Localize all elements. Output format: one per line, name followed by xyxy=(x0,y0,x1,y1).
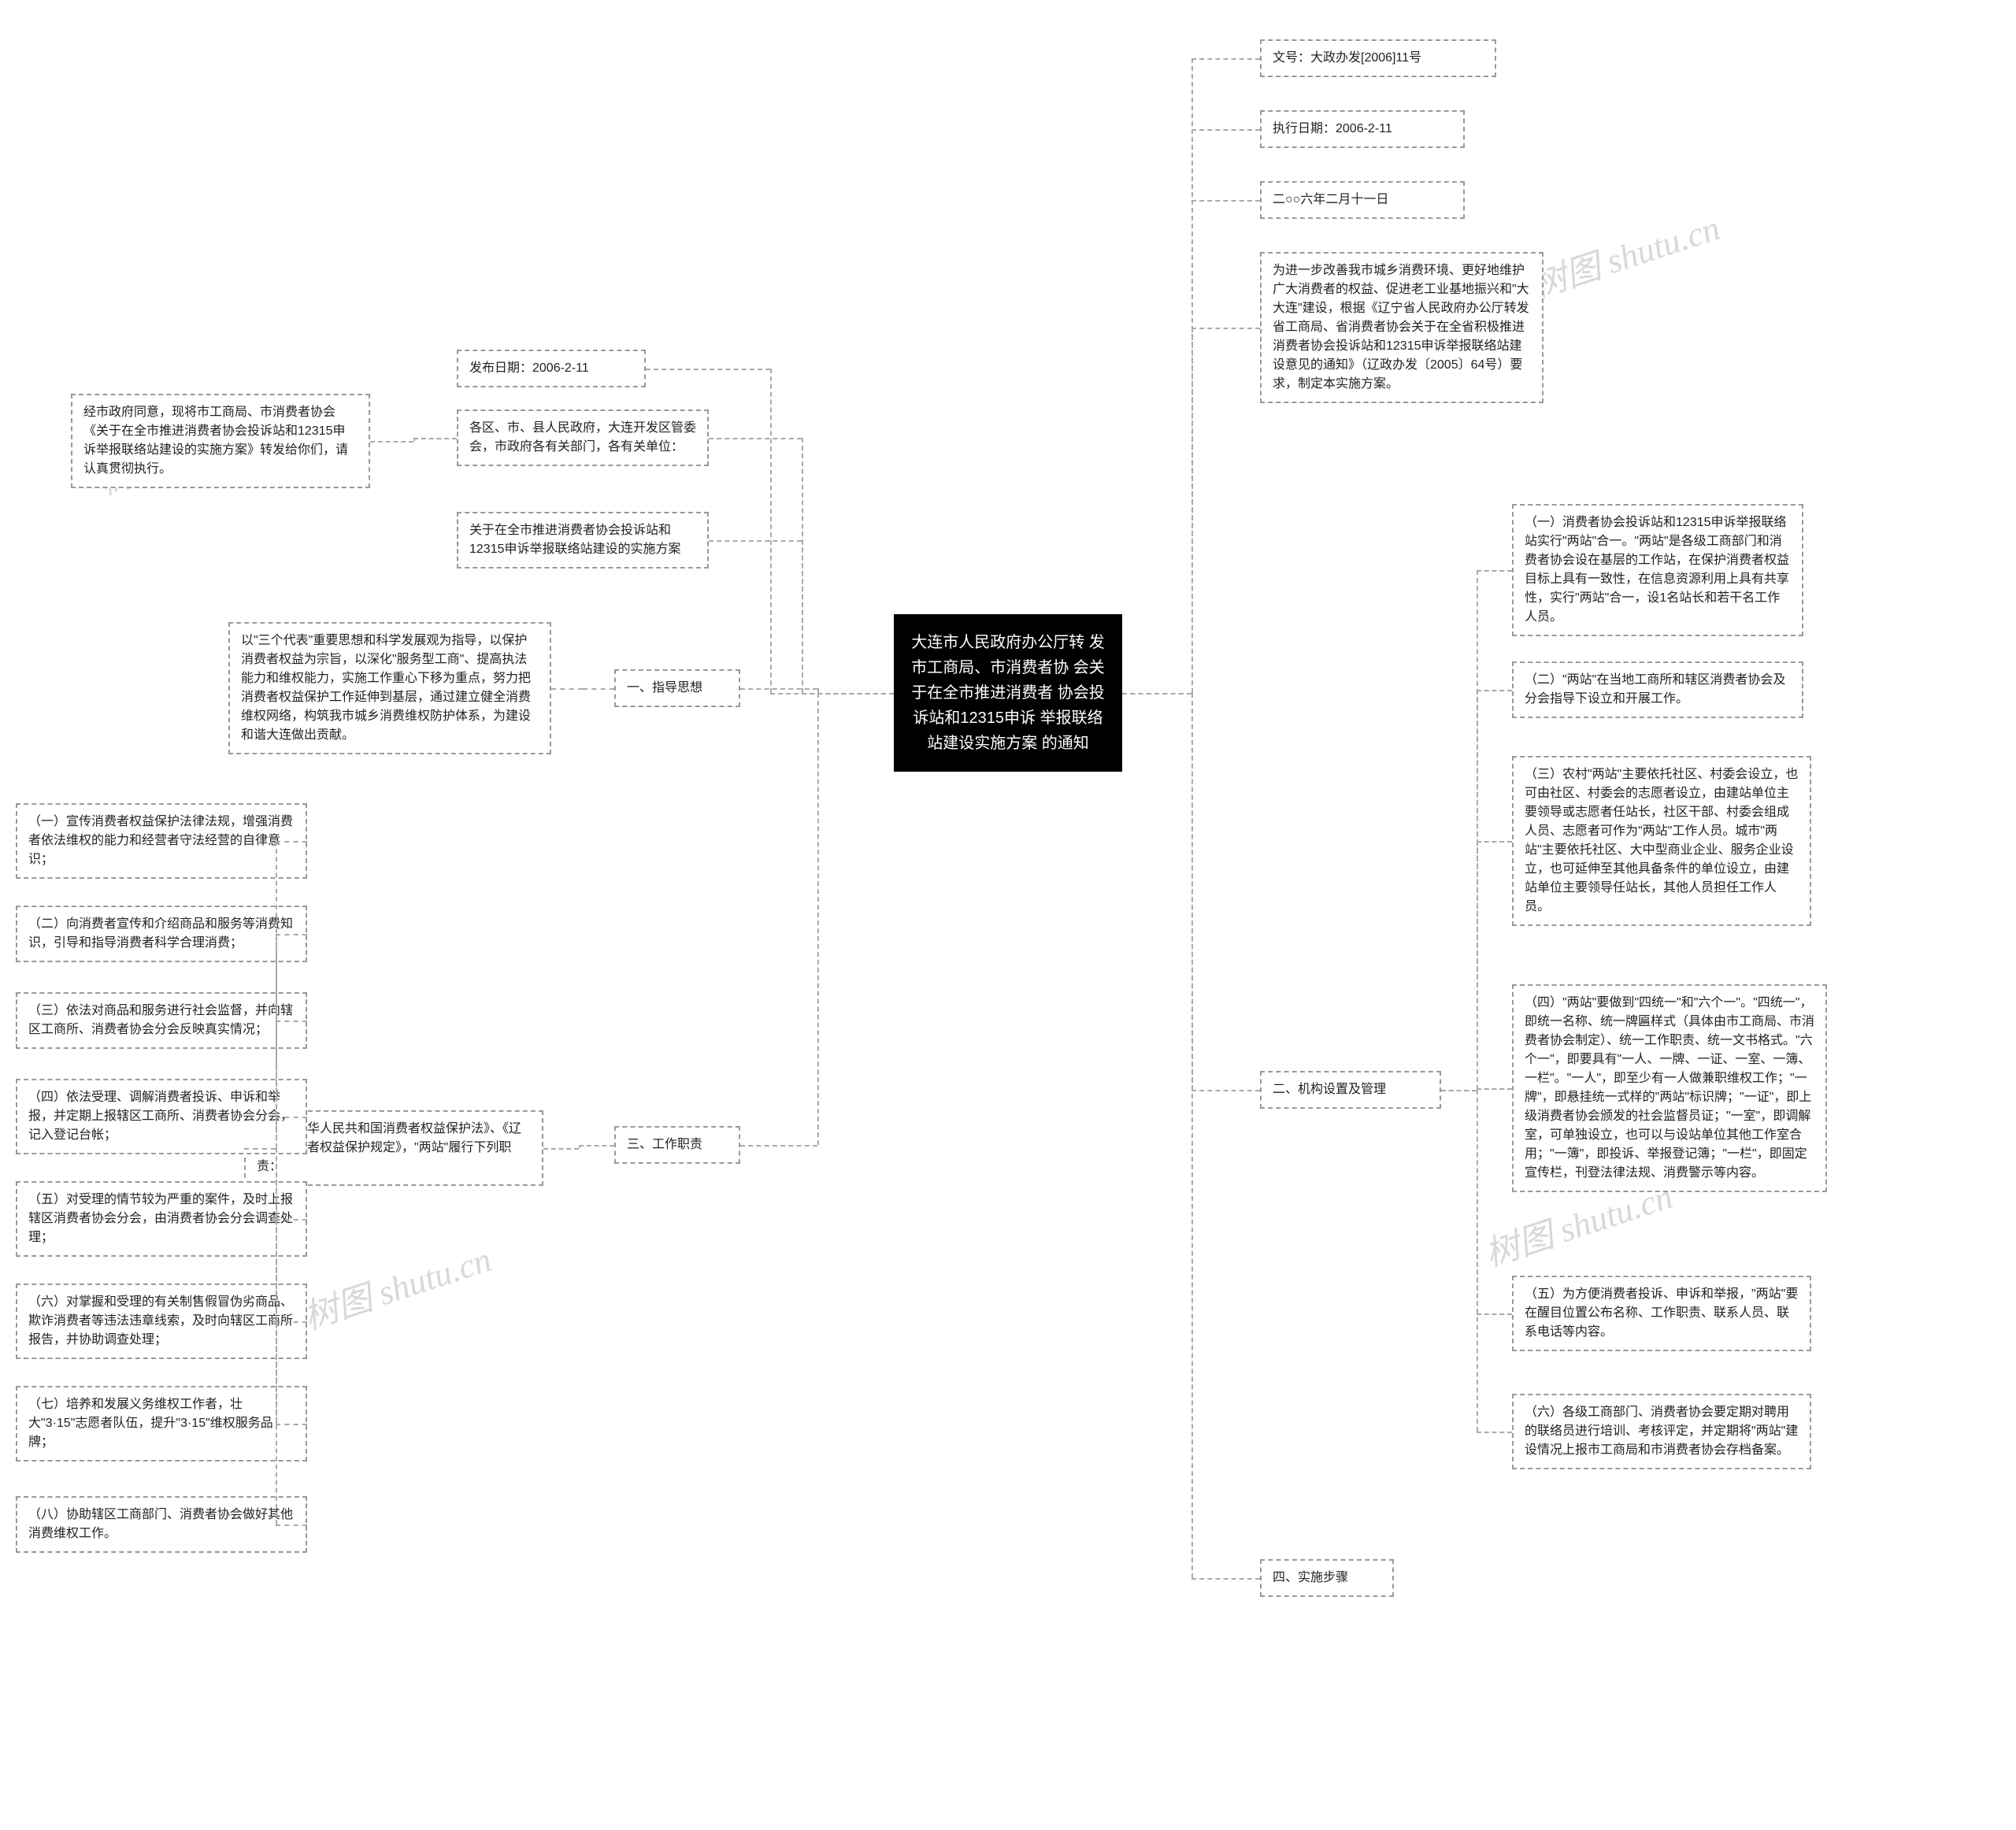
connector xyxy=(276,1117,307,1118)
node-addressee: 各区、市、县人民政府，大连开发区管委会，市政府各有关部门，各有关单位： xyxy=(457,409,709,466)
connector xyxy=(817,693,895,695)
node-sec3_8: （八）协助辖区工商部门、消费者协会做好其他消费维权工作。 xyxy=(16,1496,307,1553)
connector xyxy=(817,693,819,1145)
node-sec3_7: （七）培养和发展义务维权工作者，壮大"3·15"志愿者队伍，提升"3·15"维权… xyxy=(16,1386,307,1461)
connector xyxy=(802,540,803,693)
connector xyxy=(413,438,457,439)
node-sec2_1: （一）消费者协会投诉站和12315申诉举报联络站实行"两站"合一。"两站"是各级… xyxy=(1512,504,1803,636)
connector xyxy=(1191,1578,1261,1580)
connector xyxy=(770,369,772,693)
node-doc_no: 文号：大政办发[2006]11号 xyxy=(1260,39,1496,77)
node-sign_date: 二○○六年二月十一日 xyxy=(1260,181,1465,219)
connector xyxy=(583,688,614,690)
connector xyxy=(1191,129,1261,131)
connector xyxy=(276,1021,307,1022)
node-sec3_3: （三）依法对商品和服务进行社会监督，并向辖区工商所、消费者协会分会反映真实情况； xyxy=(16,992,307,1049)
connector xyxy=(579,1145,614,1147)
node-sec2_4: （四）"两站"要做到"四统一"和"六个一"。"四统一"，即统一名称、统一牌匾样式… xyxy=(1512,984,1827,1192)
connector xyxy=(551,688,583,690)
connector xyxy=(1191,693,1193,1578)
connector xyxy=(1477,841,1478,1090)
central-node: 大连市人民政府办公厅转 发市工商局、市消费者协 会关于在全市推进消费者 协会投诉… xyxy=(894,614,1122,772)
node-sec1_title: 一、指导思想 xyxy=(614,669,740,707)
connector xyxy=(1191,1090,1261,1091)
connector xyxy=(740,688,817,690)
node-sec3_1: （一）宣传消费者权益保护法律法规，增强消费者依法维权的能力和经营者守法经营的自律… xyxy=(16,803,307,879)
node-sec2_3: （三）农村"两站"主要依托社区、村委会设立，也可由社区、村委会的志愿者设立，由建… xyxy=(1512,756,1811,926)
connector xyxy=(1477,1432,1512,1433)
node-sec3_2: （二）向消费者宣传和介绍商品和服务等消费知识，引导和指导消费者科学合理消费； xyxy=(16,906,307,962)
connector xyxy=(1441,1090,1477,1091)
node-sec2_title: 二、机构设置及管理 xyxy=(1260,1071,1441,1109)
connector xyxy=(1477,1090,1478,1432)
watermark: 树图 shutu.cn xyxy=(296,1231,497,1339)
connector xyxy=(543,1148,579,1150)
connector xyxy=(1477,1088,1512,1090)
connector xyxy=(244,1148,276,1150)
connector xyxy=(1477,570,1512,572)
connector xyxy=(579,1145,580,1148)
node-preamble: 为进一步改善我市城乡消费环境、更好地维护广大消费者的权益、促进老工业基地振兴和"… xyxy=(1260,252,1544,403)
connector xyxy=(740,1145,817,1147)
node-sec3_title: 三、工作职责 xyxy=(614,1126,740,1164)
connector xyxy=(413,438,415,441)
node-sec3_5: （五）对受理的情节较为严重的案件，及时上报辖区消费者协会分会，由消费者协会分会调… xyxy=(16,1181,307,1257)
node-exec_date: 执行日期：2006-2-11 xyxy=(1260,110,1465,148)
node-forward: 经市政府同意，现将市工商局、市消费者协会《关于在全市推进消费者协会投诉站和123… xyxy=(71,394,370,488)
connector xyxy=(646,369,770,370)
connector xyxy=(276,1117,277,1148)
connector xyxy=(709,540,802,542)
connector xyxy=(276,1424,307,1425)
node-sec3_6: （六）对掌握和受理的有关制售假冒伪劣商品、欺诈消费者等违法违章线索，及时向辖区工… xyxy=(16,1284,307,1359)
node-sec1_body: 以"三个代表"重要思想和科学发展观为指导，以保护消费者权益为宗旨，以深化"服务型… xyxy=(228,622,551,754)
connector xyxy=(1191,200,1261,202)
connector xyxy=(276,1219,307,1221)
connector xyxy=(1191,58,1261,60)
connector xyxy=(276,1148,277,1524)
connector xyxy=(1191,328,1193,693)
node-pub_date: 发布日期：2006-2-11 xyxy=(457,350,646,387)
node-sec2_6: （六）各级工商部门、消费者协会要定期对聘用的联络员进行培训、考核评定，并定期将"… xyxy=(1512,1394,1811,1469)
node-plan_title: 关于在全市推进消费者协会投诉站和12315申诉举报联络站建设的实施方案 xyxy=(457,512,709,569)
connector xyxy=(1477,690,1512,691)
connector xyxy=(276,934,307,935)
connector xyxy=(1122,693,1191,695)
node-sec4_title: 四、实施步骤 xyxy=(1260,1559,1394,1597)
node-sec2_5: （五）为方便消费者投诉、申诉和举报，"两站"要在醒目位置公布名称、工作职责、联系… xyxy=(1512,1276,1811,1351)
connector xyxy=(1477,841,1512,843)
connector xyxy=(1477,1313,1512,1315)
connector xyxy=(276,1321,307,1323)
connector xyxy=(276,1524,307,1526)
connector xyxy=(276,841,307,843)
watermark: 树图 shutu.cn xyxy=(1525,199,1725,307)
connector xyxy=(370,441,413,443)
node-sec2_2: （二）"两站"在当地工商所和辖区消费者协会及分会指导下设立和开展工作。 xyxy=(1512,661,1803,718)
node-sec3_4: （四）依法受理、调解消费者投诉、申诉和举报，并定期上报辖区工商所、消费者协会分会… xyxy=(16,1079,307,1154)
connector xyxy=(1191,328,1261,329)
connector xyxy=(709,438,802,439)
